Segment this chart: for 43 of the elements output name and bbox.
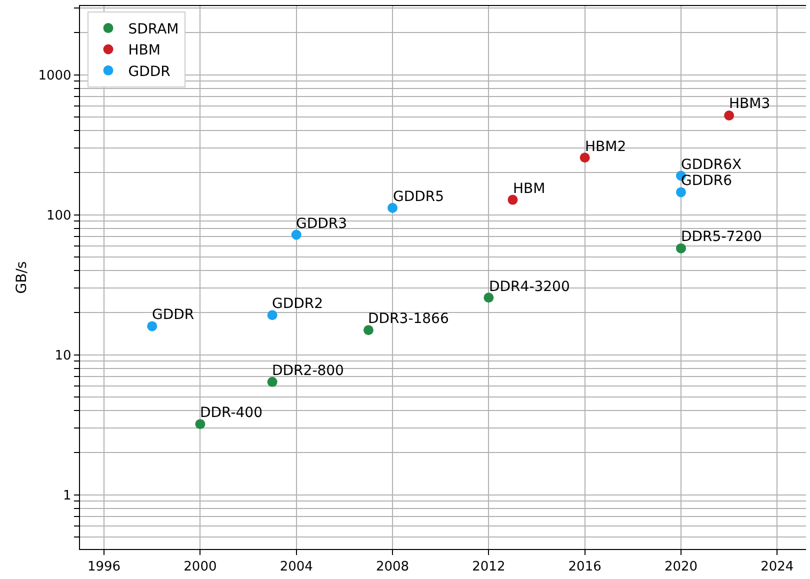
annotation: HBM: [513, 181, 546, 197]
annotation: DDR-400: [200, 405, 262, 421]
point: [363, 325, 374, 336]
x-tick-label: 2012: [472, 560, 506, 575]
point: [147, 321, 158, 332]
x-tick-label: 2004: [280, 560, 313, 575]
y-tick-label: 1000: [38, 68, 72, 84]
annotation: HBM2: [585, 139, 626, 155]
annotation: DDR3-1866: [368, 311, 449, 327]
point: [291, 230, 302, 240]
y-tick-label: 1: [63, 488, 72, 504]
point: [676, 243, 686, 254]
legend-label: SDRAM: [128, 21, 179, 38]
x-tick-label: 2020: [664, 560, 698, 575]
annotation: GDDR3: [296, 216, 348, 232]
point: [267, 310, 278, 320]
x-tick-label: 2016: [568, 560, 602, 575]
point: [484, 292, 494, 303]
point: [508, 194, 518, 205]
annotation: DDR4-3200: [489, 279, 570, 295]
annotation: GDDR6: [681, 173, 732, 189]
x-tick-label: 2024: [760, 560, 794, 575]
annotation: GDDR5: [393, 189, 444, 205]
point: [195, 419, 206, 430]
annotation: DDR2-800: [272, 363, 344, 379]
point: [580, 152, 590, 163]
y-axis-title: GB/s: [14, 261, 30, 294]
annotation: DDR5-7200: [681, 229, 762, 245]
point: [388, 202, 398, 213]
legend-label: GDDR: [128, 64, 171, 80]
point: [676, 187, 686, 198]
y-tick-label: 100: [46, 208, 72, 224]
legend-label: HBM: [128, 42, 160, 59]
annotation: HBM3: [729, 96, 770, 112]
y-tick-label: 10: [54, 348, 72, 364]
annotation: GDDR6X: [681, 157, 742, 173]
x-tick-label: 1996: [87, 560, 121, 575]
annotation: GDDR: [152, 307, 194, 323]
x-tick-label: 2000: [184, 560, 217, 575]
point: [724, 110, 734, 120]
x-tick-label: 2008: [376, 560, 410, 575]
point: [267, 376, 278, 387]
annotation: GDDR2: [272, 296, 324, 312]
